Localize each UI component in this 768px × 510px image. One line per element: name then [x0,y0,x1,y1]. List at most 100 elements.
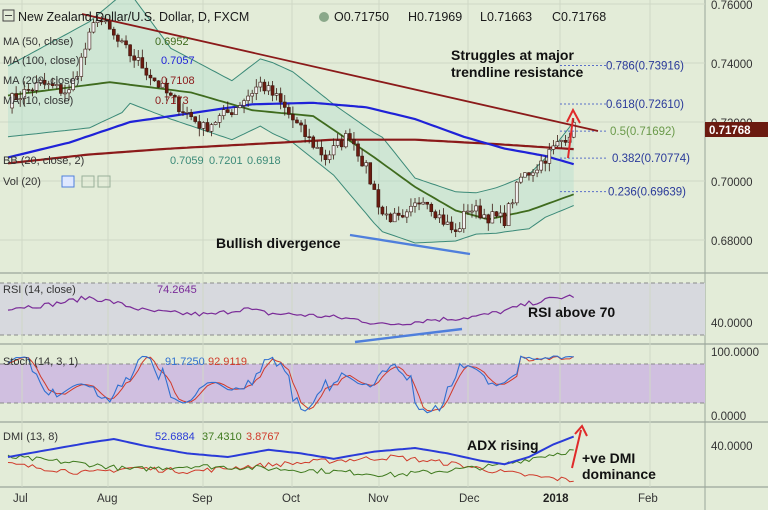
candle-body [14,93,18,101]
candle-body [523,172,527,178]
candle-body [470,210,474,213]
vol-label: Vol (20) [3,176,41,188]
rsi-axis-tick: 40.0000 [711,318,753,330]
candle-body [67,89,71,94]
candle-body [95,20,100,23]
ohlc-low: L0.71663 [480,10,532,24]
candle-body [482,214,486,219]
candle-body [75,76,79,80]
candle-body [457,228,462,232]
candle-body [59,84,63,94]
candle-body [494,211,499,217]
ohlc-close: C0.71768 [552,10,606,24]
candle-body [327,154,332,160]
candle-body [22,89,27,99]
candle-body [242,100,246,106]
time-tick: Feb [638,493,658,505]
bb-value-lower: 0.6918 [247,155,281,167]
ma200-label: MA (200, close) [3,75,79,87]
close-icon[interactable] [97,175,111,188]
candle-body [124,40,128,46]
price-tick: 0.70000 [711,177,753,189]
candle-body [91,22,96,33]
ma50-value: 0.6952 [155,36,189,48]
candle-body [364,162,368,167]
collapse-icon[interactable] [2,9,15,22]
candle-body [563,140,568,143]
time-tick: Dec [459,493,480,505]
ma100-label: MA (100, close) [3,55,79,67]
candle-body [413,202,417,207]
dmi-plus-line [7,449,574,478]
annotation-divergence: Bullish divergence [216,235,341,251]
candle-body [339,140,344,148]
candle-body [10,93,14,109]
candle-body [514,181,519,204]
candle-body [266,85,271,92]
candle-body [246,95,250,101]
ma100-line [7,101,575,166]
divergence-price-line [349,233,471,256]
candle-body [315,147,320,149]
annotation-rsi: RSI above 70 [528,304,615,320]
dmi-axis-tick: 40.0000 [711,441,753,453]
stoch-d-line [7,355,574,412]
time-axis[interactable]: Jul Aug Sep Oct Nov Dec 2018 Feb [13,493,658,505]
candle-body [543,160,548,164]
dmi-arrow [571,429,582,469]
candle-body [417,202,421,205]
candle-body [303,124,307,137]
stoch-axis-tick: 0.0000 [711,411,746,423]
candle-body [551,145,556,150]
candle-body [535,169,539,174]
time-tick: Aug [97,493,117,505]
time-tick: 2018 [543,493,569,505]
candle-body [433,211,438,219]
price-axis[interactable] [705,0,768,510]
candle-body [323,154,328,160]
candle-body [421,201,425,205]
time-tick: Sep [192,493,212,505]
fib-label: 0.236(0.69639) [608,187,686,199]
candle-body [160,83,165,88]
candle-body [311,136,316,148]
candle-body [262,81,267,92]
candle-body [356,143,360,157]
rsi-line [7,294,575,326]
stoch-axis-tick: 100.0000 [711,347,759,359]
candle-body [30,89,35,92]
candle-body [270,85,275,96]
candle-body [189,112,193,118]
dmi-minus-value: 3.8767 [246,431,280,443]
candle-body [99,20,104,23]
candle-body [486,214,491,224]
candle-body [376,189,381,208]
candle-body [128,44,132,57]
candle-body [250,93,254,97]
candle-body [274,93,279,96]
eye-icon[interactable] [61,175,75,188]
resistance-trendline [81,13,599,132]
candle-body [462,211,466,230]
dmi-label: DMI (13, 8) [3,431,58,443]
ma-extra-label: MA (10, close) [3,95,73,107]
candle-body [140,57,145,69]
bb-label: BB (20, close, 2) [3,155,84,167]
candle-body [34,82,39,91]
stoch-k-line [7,355,574,414]
candle-body [555,141,560,147]
candle-body [230,112,234,115]
ma50-label: MA (50, close) [3,36,73,48]
candle-body [388,213,393,223]
candle-body [400,215,405,218]
settings-icon[interactable] [81,175,95,188]
candle-body [112,28,116,36]
stoch-label: Stoch (14, 3, 1) [3,356,78,368]
bb-value-upper: 0.7201 [209,155,243,167]
candle-body [132,55,136,61]
candle-body [63,92,67,95]
candle-body [506,203,511,227]
stoch-band [0,364,705,403]
ohlc-high: H0.71969 [408,10,462,24]
